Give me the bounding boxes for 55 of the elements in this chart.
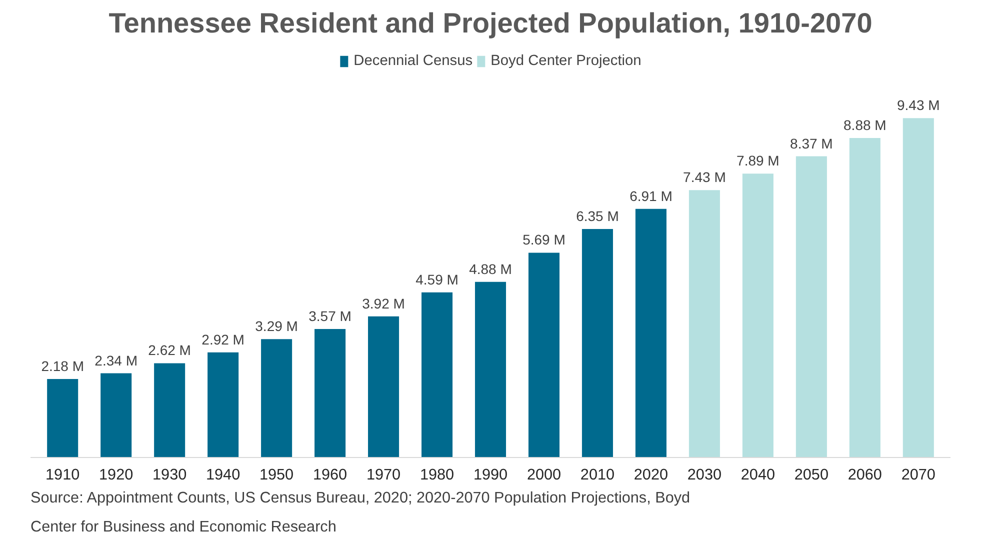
data-label: 4.88 M bbox=[469, 260, 512, 277]
x-tick-label: 1960 bbox=[312, 466, 348, 484]
x-tick-label: 1980 bbox=[420, 466, 454, 484]
data-label: 3.92 M bbox=[362, 295, 405, 312]
x-tick-label: 1950 bbox=[259, 466, 294, 484]
data-label: 3.57 M bbox=[308, 308, 352, 324]
bar bbox=[422, 292, 453, 458]
x-tick-label: 1920 bbox=[99, 466, 134, 484]
bar bbox=[796, 156, 827, 458]
x-tick-label: 2030 bbox=[687, 466, 722, 484]
x-tick-label: 1940 bbox=[206, 466, 240, 484]
data-label: 8.37 M bbox=[790, 135, 833, 152]
bar bbox=[208, 352, 239, 458]
source-note: Source: Appointment Counts, US Census Bureau, 2020; 2020-2070 Population Projections, Boyd Center for Business and Economic Research bbox=[30, 490, 690, 536]
data-label: 3.29 M bbox=[255, 318, 298, 334]
data-label: 7.89 M bbox=[736, 152, 780, 169]
bar bbox=[474, 282, 506, 458]
bar bbox=[582, 228, 613, 458]
x-tick-label: 2060 bbox=[848, 466, 882, 484]
data-label: 5.69 M bbox=[522, 232, 566, 248]
x-tick-label: 1990 bbox=[473, 466, 508, 484]
data-label: 6.91 M bbox=[630, 188, 672, 204]
bar bbox=[100, 373, 132, 458]
bar bbox=[261, 339, 292, 458]
bar bbox=[902, 118, 934, 458]
bar bbox=[635, 208, 666, 458]
bar bbox=[47, 379, 78, 458]
x-tick-label: 2040 bbox=[740, 466, 775, 484]
x-tick-label: 2070 bbox=[901, 466, 936, 484]
data-label: 4.59 M bbox=[416, 271, 458, 288]
bar bbox=[528, 252, 560, 458]
data-label: 2.18 M bbox=[41, 358, 84, 374]
bar bbox=[688, 190, 720, 458]
data-label: 9.43 M bbox=[897, 97, 940, 114]
legend-label: Decennial Census bbox=[354, 53, 473, 69]
bar bbox=[314, 329, 346, 458]
x-tick-label: 1910 bbox=[46, 466, 80, 484]
bar bbox=[742, 174, 774, 458]
chart-title: Tennessee Resident and Projected Population, 1910-2070 bbox=[108, 8, 872, 38]
x-tick-label: 2050 bbox=[794, 466, 828, 484]
data-label: 2.92 M bbox=[202, 331, 244, 348]
x-tick-label: 1970 bbox=[366, 466, 401, 484]
x-tick-label: 2010 bbox=[580, 466, 615, 484]
x-tick-label: 2020 bbox=[634, 466, 668, 484]
legend-label: Boyd Center Projection bbox=[490, 53, 642, 69]
data-label: 8.88 M bbox=[844, 116, 886, 133]
data-label: 2.62 M bbox=[148, 342, 191, 358]
x-tick-label: 1930 bbox=[152, 466, 187, 484]
data-label: 7.43 M bbox=[683, 169, 726, 186]
x-tick-label: 2000 bbox=[526, 466, 562, 484]
data-label: 2.34 M bbox=[94, 352, 138, 368]
bar bbox=[154, 363, 186, 458]
data-label: 6.35 M bbox=[576, 208, 619, 224]
bar bbox=[368, 316, 400, 458]
bar bbox=[849, 138, 880, 458]
